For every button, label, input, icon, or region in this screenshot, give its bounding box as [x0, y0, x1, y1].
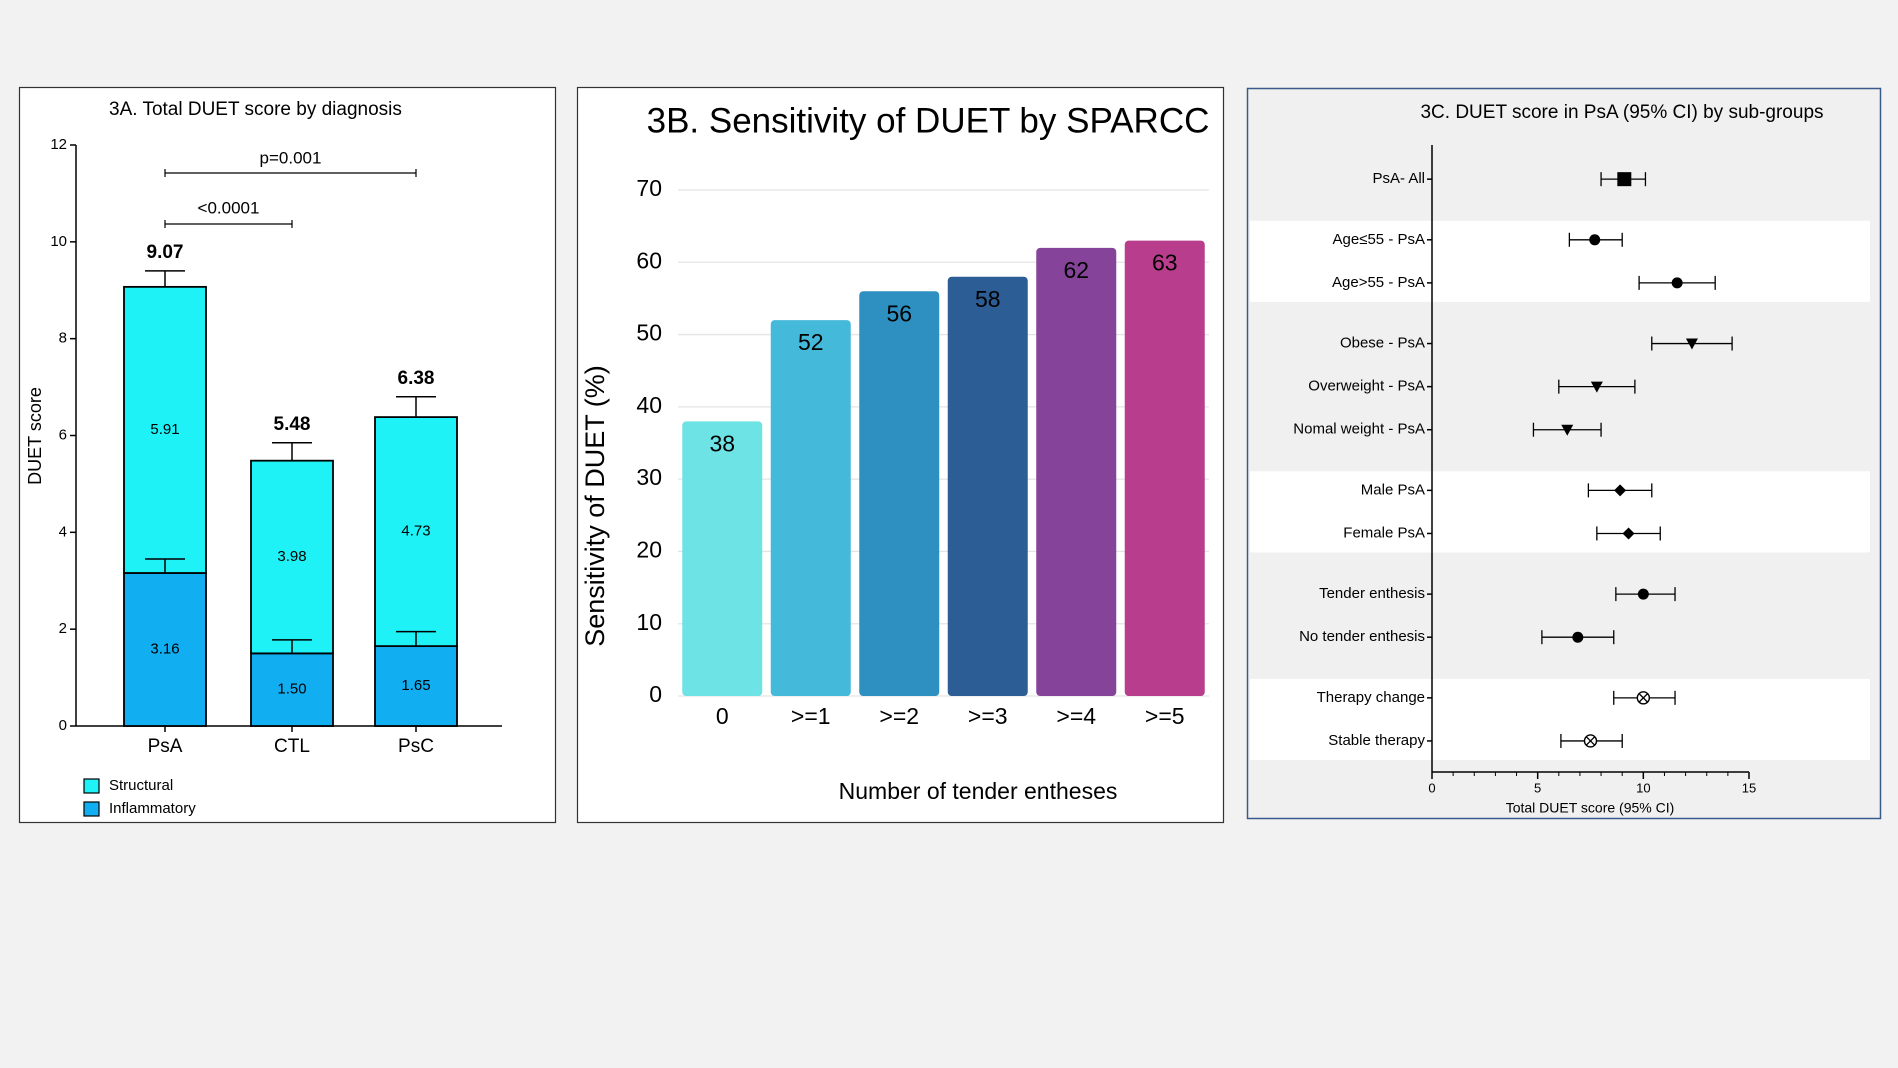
group-band	[1250, 220, 1870, 302]
value-label: 38	[709, 430, 735, 456]
row-label: Nomal weight - PsA	[1293, 421, 1425, 438]
bar	[859, 291, 940, 696]
total-label: 6.38	[398, 368, 435, 389]
y-tick-label: 10	[50, 233, 67, 250]
x-tick-label: 0	[1428, 780, 1435, 795]
y-tick-label: 12	[50, 136, 67, 153]
value-label: 63	[1152, 250, 1178, 276]
x-axis-label: Number of tender entheses	[839, 778, 1118, 804]
value-label: 4.73	[401, 523, 430, 540]
x-tick-label: >=5	[1145, 703, 1185, 729]
point	[1561, 424, 1574, 436]
y-tick-label: 70	[636, 175, 662, 201]
point-cross	[1638, 693, 1648, 703]
row-label: Age≤55 - PsA	[1333, 231, 1425, 248]
bar	[1036, 247, 1117, 697]
x-tick-label: >=4	[1056, 703, 1096, 729]
x-tick-label: PsA	[148, 736, 183, 757]
y-tick-label: 30	[636, 464, 662, 490]
point	[1572, 631, 1584, 643]
chart-title: 3B. Sensitivity of DUET by SPARCC	[647, 101, 1210, 140]
point	[1671, 277, 1683, 289]
x-axis-label: Total DUET score (95% CI)	[1506, 800, 1675, 816]
total-label: 5.48	[274, 414, 311, 435]
x-tick-label: >=3	[968, 703, 1008, 729]
y-tick-label: 6	[59, 426, 67, 443]
row-label: Tender enthesis	[1319, 585, 1425, 602]
value-label: 5.91	[150, 421, 179, 438]
row-label: Female PsA	[1343, 524, 1425, 541]
bar-segment	[123, 572, 207, 727]
value-label: 62	[1063, 257, 1089, 283]
annotation: p=0.001	[260, 148, 322, 167]
bar	[947, 276, 1028, 696]
row-label: Stable therapy	[1328, 732, 1425, 749]
group-band	[1250, 471, 1870, 553]
value-label: 58	[975, 286, 1001, 312]
group-band	[1250, 678, 1870, 760]
x-tick-label: CTL	[274, 736, 310, 757]
value-label: 1.50	[277, 681, 306, 698]
legend-swatch	[83, 801, 100, 817]
legend-label: Structural	[109, 777, 173, 794]
x-tick-label: >=2	[879, 703, 919, 729]
value-label: 1.65	[401, 677, 430, 694]
y-tick-label: 4	[59, 523, 67, 540]
x-tick-label: PsC	[398, 736, 434, 757]
y-tick-label: 40	[636, 392, 662, 418]
y-tick-label: 50	[636, 320, 662, 346]
bar	[770, 320, 851, 696]
legend-swatch	[83, 778, 100, 794]
bar-segment	[123, 285, 207, 574]
y-tick-label: 8	[59, 330, 67, 347]
point	[1685, 338, 1698, 350]
point	[1637, 588, 1649, 600]
value-label: 52	[798, 329, 824, 355]
bar-segment	[250, 652, 334, 727]
y-tick-label: 0	[649, 681, 662, 707]
y-axis-label: DUET score	[25, 387, 45, 485]
point	[1589, 234, 1601, 246]
x-tick-label: >=1	[791, 703, 831, 729]
point	[1617, 172, 1632, 187]
bar	[682, 421, 763, 696]
legend-label: Inflammatory	[109, 800, 196, 817]
y-axis-label: Sensitivity of DUET (%)	[580, 365, 610, 647]
row-label: Male PsA	[1361, 481, 1425, 498]
y-tick-label: 20	[636, 537, 662, 563]
bar-segment	[250, 459, 334, 655]
point	[1622, 527, 1635, 540]
chart-title: 3C. DUET score in PsA (95% CI) by sub-gr…	[1420, 102, 1823, 123]
x-tick-label: 5	[1534, 780, 1541, 795]
total-label: 9.07	[147, 242, 184, 263]
point	[1590, 381, 1603, 393]
value-label: 56	[886, 300, 912, 326]
point	[1614, 484, 1627, 497]
bar-segment	[374, 645, 458, 727]
x-tick-label: 10	[1636, 780, 1650, 795]
row-label: PsA- All	[1372, 170, 1425, 187]
row-label: Age>55 - PsA	[1332, 274, 1425, 291]
row-label: No tender enthesis	[1299, 628, 1425, 645]
value-label: 3.16	[150, 640, 179, 657]
row-label: Therapy change	[1317, 689, 1425, 706]
point-cross	[1586, 736, 1595, 746]
row-label: Overweight - PsA	[1308, 378, 1425, 395]
y-tick-label: 60	[636, 247, 662, 273]
chart-title: 3A. Total DUET score by diagnosis	[109, 99, 402, 120]
y-tick-label: 2	[59, 620, 67, 637]
row-label: Obese - PsA	[1340, 335, 1425, 352]
x-tick-label: 15	[1742, 780, 1756, 795]
y-tick-label: 0	[59, 717, 67, 734]
annotation: <0.0001	[198, 198, 260, 217]
x-tick-label: 0	[716, 703, 729, 729]
y-tick-label: 10	[636, 609, 662, 635]
bar-segment	[374, 416, 458, 648]
bar	[1124, 240, 1205, 696]
value-label: 3.98	[277, 548, 306, 565]
